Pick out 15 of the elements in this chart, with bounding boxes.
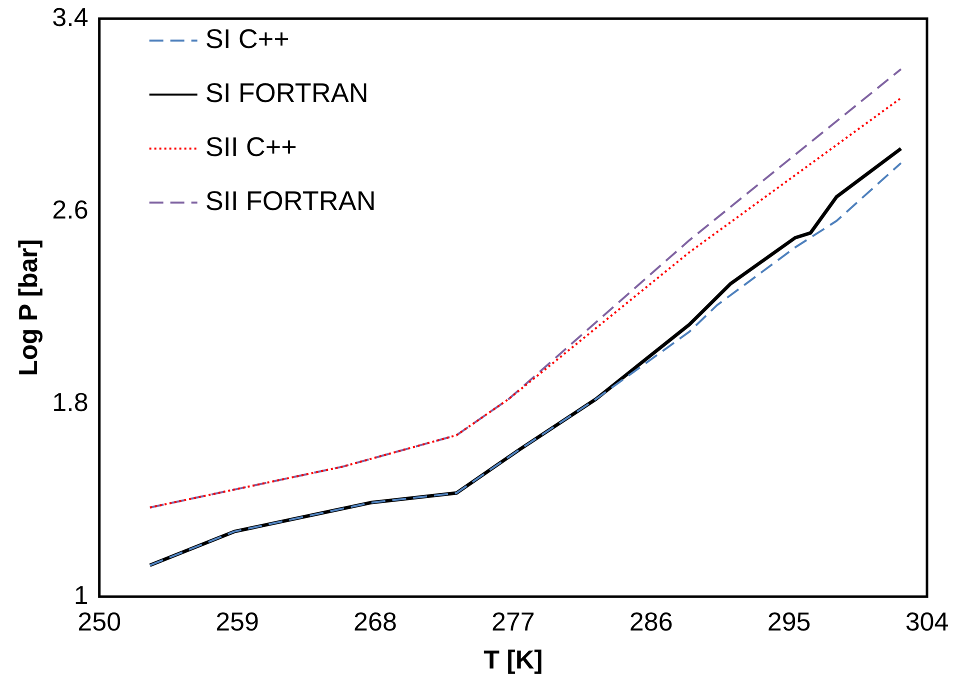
legend-label: SI FORTRAN — [205, 78, 368, 108]
y-axis-title: Log P [bar] — [12, 239, 43, 376]
legend-label: SI C++ — [205, 24, 290, 54]
y-tick-label: 3.4 — [52, 2, 88, 32]
x-axis-title: T [K] — [484, 644, 543, 675]
x-tick-label: 277 — [491, 606, 535, 636]
legend-label: SII C++ — [205, 132, 297, 162]
x-tick-label: 286 — [629, 606, 673, 636]
y-tick-label: 1.8 — [52, 387, 88, 418]
legend-label: SII FORTRAN — [205, 186, 376, 216]
x-tick-label: 259 — [216, 606, 259, 636]
y-tick-label: 2.6 — [52, 194, 88, 224]
x-tick-label: 295 — [767, 606, 811, 636]
x-tick-label: 268 — [354, 606, 397, 636]
x-tick-label: 304 — [905, 606, 949, 636]
